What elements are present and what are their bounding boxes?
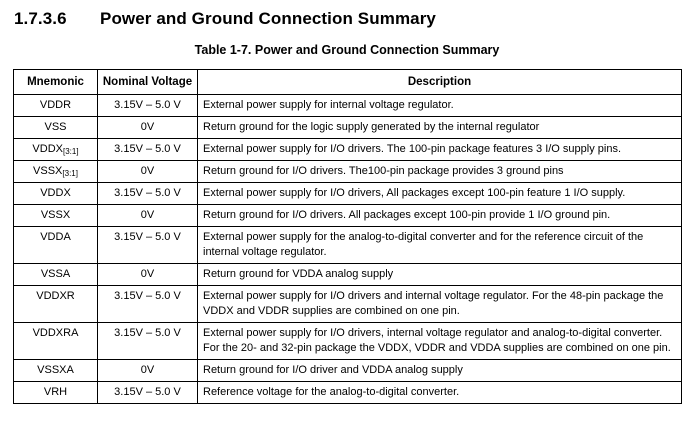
voltage-cell: 3.15V – 5.0 V bbox=[97, 381, 198, 404]
description-cell: External power supply for I/O drivers an… bbox=[197, 285, 682, 323]
mnemonic-label: VSSA bbox=[40, 268, 71, 280]
description-cell: External power supply for I/O drivers, A… bbox=[197, 182, 682, 205]
table-row: VDDA 3.15V – 5.0 V External power supply… bbox=[13, 226, 682, 264]
table-row: VDDX[3:1] 3.15V – 5.0 V External power s… bbox=[13, 138, 682, 161]
table-row: VSSXA 0V Return ground for I/O driver an… bbox=[13, 359, 682, 382]
table-row: VSSA 0V Return ground for VDDA analog su… bbox=[13, 263, 682, 286]
table-row: VSS 0V Return ground for the logic suppl… bbox=[13, 116, 682, 139]
description-cell: Return ground for I/O drivers. The100-pi… bbox=[197, 160, 682, 183]
mnemonic-label: VDDX bbox=[32, 143, 63, 155]
voltage-cell: 0V bbox=[97, 359, 198, 382]
description-cell: External power supply for I/O drivers. T… bbox=[197, 138, 682, 161]
mnemonic-cell: VDDA bbox=[13, 226, 98, 264]
mnemonic-cell: VDDXR bbox=[13, 285, 98, 323]
voltage-cell: 0V bbox=[97, 116, 198, 139]
mnemonic-label: VSSXA bbox=[37, 364, 74, 376]
mnemonic-label: VDDA bbox=[40, 231, 71, 243]
description-cell: Return ground for I/O drivers. All packa… bbox=[197, 204, 682, 227]
table-row: VDDXR 3.15V – 5.0 V External power suppl… bbox=[13, 285, 682, 323]
mnemonic-label: VDDX bbox=[40, 187, 71, 199]
document-page: { "page": { "section_number": "1.7.3.6",… bbox=[0, 9, 696, 439]
mnemonic-label: VSSX bbox=[33, 165, 63, 177]
mnemonic-subscript: [3:1] bbox=[62, 169, 78, 178]
header-cell-description: Description bbox=[197, 69, 682, 95]
mnemonic-label: VSS bbox=[44, 121, 67, 133]
voltage-cell: 3.15V – 5.0 V bbox=[97, 226, 198, 264]
mnemonic-label: VSSX bbox=[40, 209, 71, 221]
section-number: 1.7.3.6 bbox=[14, 9, 67, 28]
header-cell-mnemonic: Mnemonic bbox=[13, 69, 98, 95]
table-row: VSSX[3:1] 0V Return ground for I/O drive… bbox=[13, 160, 682, 183]
description-cell: External power supply for the analog-to-… bbox=[197, 226, 682, 264]
mnemonic-label: VRH bbox=[43, 386, 68, 398]
mnemonic-cell: VDDX[3:1] bbox=[13, 138, 98, 161]
voltage-cell: 3.15V – 5.0 V bbox=[97, 138, 198, 161]
description-cell: Return ground for I/O driver and VDDA an… bbox=[197, 359, 682, 382]
description-cell: Return ground for VDDA analog supply bbox=[197, 263, 682, 286]
table-header-row: Mnemonic Nominal Voltage Description bbox=[13, 69, 682, 95]
mnemonic-cell: VDDR bbox=[13, 94, 98, 117]
mnemonic-label: VDDXRA bbox=[32, 327, 79, 339]
table-row: VSSX 0V Return ground for I/O drivers. A… bbox=[13, 204, 682, 227]
description-cell: External power supply for internal volta… bbox=[197, 94, 682, 117]
voltage-cell: 0V bbox=[97, 204, 198, 227]
description-cell: Return ground for the logic supply gener… bbox=[197, 116, 682, 139]
section-heading: 1.7.3.6 Power and Ground Connection Summ… bbox=[14, 9, 696, 29]
mnemonic-cell: VRH bbox=[13, 381, 98, 404]
table-row: VDDX 3.15V – 5.0 V External power supply… bbox=[13, 182, 682, 205]
mnemonic-label: VDDR bbox=[39, 99, 72, 111]
mnemonic-cell: VSSA bbox=[13, 263, 98, 286]
voltage-cell: 3.15V – 5.0 V bbox=[97, 322, 198, 360]
table-body: VDDR 3.15V – 5.0 V External power supply… bbox=[13, 94, 682, 404]
description-cell: Reference voltage for the analog-to-digi… bbox=[197, 381, 682, 404]
voltage-cell: 3.15V – 5.0 V bbox=[97, 285, 198, 323]
voltage-cell: 3.15V – 5.0 V bbox=[97, 94, 198, 117]
mnemonic-cell: VSS bbox=[13, 116, 98, 139]
power-ground-summary-table: Mnemonic Nominal Voltage Description VDD… bbox=[13, 69, 682, 404]
section-title: Power and Ground Connection Summary bbox=[100, 9, 436, 28]
mnemonic-cell: VSSXA bbox=[13, 359, 98, 382]
mnemonic-cell: VDDXRA bbox=[13, 322, 98, 360]
voltage-cell: 0V bbox=[97, 263, 198, 286]
mnemonic-subscript: [3:1] bbox=[62, 147, 79, 156]
mnemonic-cell: VDDX bbox=[13, 182, 98, 205]
table-caption: Table 1-7. Power and Ground Connection S… bbox=[194, 43, 500, 57]
header-cell-nominal-voltage: Nominal Voltage bbox=[97, 69, 198, 95]
mnemonic-cell: VSSX bbox=[13, 204, 98, 227]
table-row: VDDR 3.15V – 5.0 V External power supply… bbox=[13, 94, 682, 117]
mnemonic-cell: VSSX[3:1] bbox=[13, 160, 98, 183]
table-row: VDDXRA 3.15V – 5.0 V External power supp… bbox=[13, 322, 682, 360]
voltage-cell: 3.15V – 5.0 V bbox=[97, 182, 198, 205]
table-row: VRH 3.15V – 5.0 V Reference voltage for … bbox=[13, 381, 682, 404]
mnemonic-label: VDDXR bbox=[36, 290, 75, 302]
description-cell: External power supply for I/O drivers, i… bbox=[197, 322, 682, 360]
voltage-cell: 0V bbox=[97, 160, 198, 183]
